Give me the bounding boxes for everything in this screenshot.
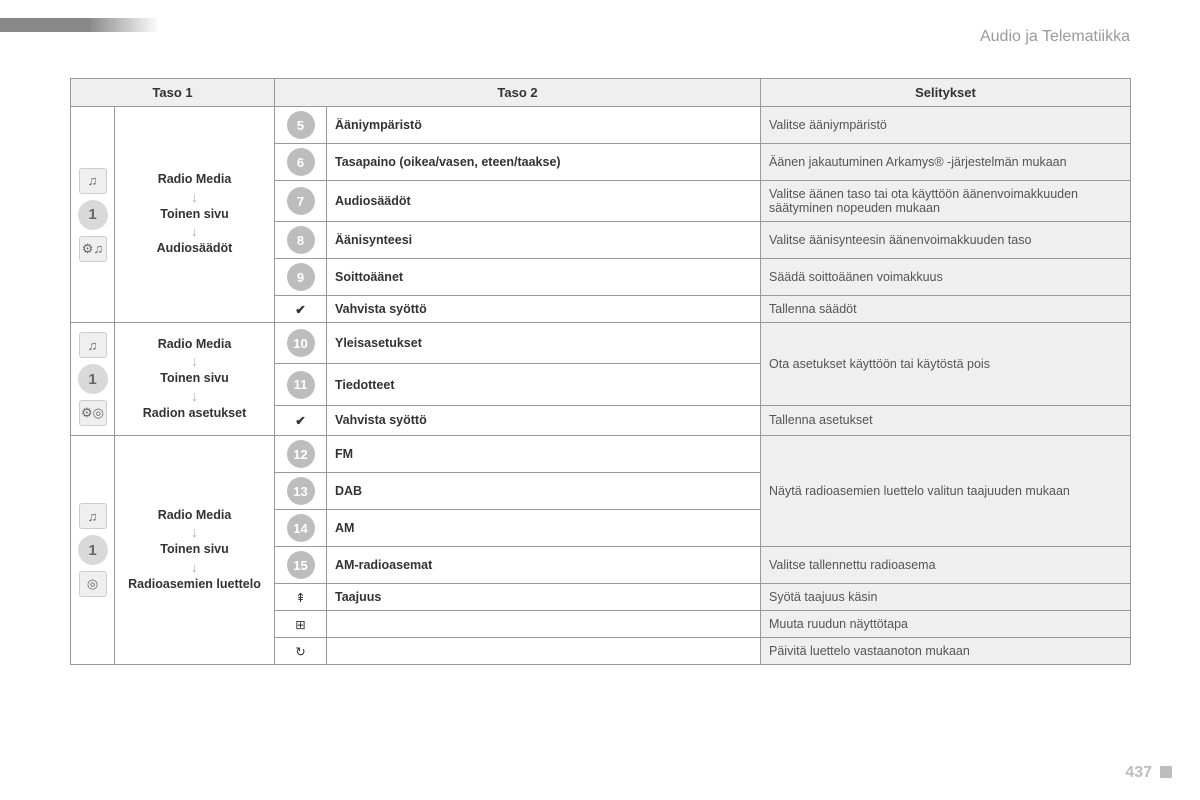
arrow-down-icon: ↓: [119, 524, 270, 541]
menu-label: Tasapaino (oikea/vasen, eteen/taakse): [327, 144, 761, 181]
step-number: 15: [287, 551, 315, 579]
col-selitykset: Selitykset: [761, 79, 1131, 107]
page-number: 437: [1125, 764, 1152, 782]
nav-label: Toinen sivu: [160, 207, 229, 221]
menu-desc: Tallenna säädöt: [761, 296, 1131, 323]
arrow-down-icon: ↓: [119, 223, 270, 240]
menu-desc: Valitse äänen taso tai ota käyttöön ääne…: [761, 181, 1131, 222]
nav-label: Toinen sivu: [160, 542, 229, 556]
nav-label: Radion asetukset: [143, 406, 247, 420]
menu-label: AM: [327, 510, 761, 547]
col-taso2: Taso 2: [275, 79, 761, 107]
antenna-icon: ◎: [79, 571, 107, 597]
audio-settings-icon: ⚙♫: [79, 236, 107, 262]
page-1-icon: 1: [78, 200, 108, 230]
menu-desc: Ota asetukset käyttöön tai käytöstä pois: [761, 323, 1131, 406]
menu-table: Taso 1 Taso 2 Selitykset ♫ 1 ⚙♫ Radio Me…: [70, 78, 1130, 665]
music-note-icon: ♫: [79, 168, 107, 194]
menu-desc: Tallenna asetukset: [761, 405, 1131, 435]
step-number: 13: [287, 477, 315, 505]
step-number: 10: [287, 329, 315, 357]
arrow-down-icon: ↓: [119, 189, 270, 206]
menu-label: Audiosäädöt: [327, 181, 761, 222]
section2-nav: Radio Media ↓ Toinen sivu ↓ Radion asetu…: [115, 323, 275, 436]
step-number: 7: [287, 187, 315, 215]
menu-desc: Muuta ruudun näyttötapa: [761, 611, 1131, 638]
nav-label: Radioasemien luettelo: [128, 577, 261, 591]
arrow-down-icon: ↓: [119, 388, 270, 405]
check-icon: ✔: [295, 414, 305, 428]
menu-label: Äänisynteesi: [327, 222, 761, 259]
table-row: ♫ 1 ⚙♫ Radio Media ↓ Toinen sivu ↓ Audio…: [71, 107, 1131, 144]
music-note-icon: ♫: [79, 503, 107, 529]
section3-nav: Radio Media ↓ Toinen sivu ↓ Radioasemien…: [115, 436, 275, 665]
col-taso1: Taso 1: [71, 79, 275, 107]
frequency-icon: ⇞: [295, 591, 305, 605]
menu-desc: Valitse ääniympäristö: [761, 107, 1131, 144]
menu-desc: Syötä taajuus käsin: [761, 584, 1131, 611]
music-note-icon: ♫: [79, 332, 107, 358]
step-number: 12: [287, 440, 315, 468]
refresh-icon: ↻: [295, 645, 305, 659]
section3-icons: ♫ 1 ◎: [71, 436, 115, 665]
corner-marker: [1160, 766, 1172, 778]
table-row: ♫ 1 ◎ Radio Media ↓ Toinen sivu ↓ Radioa…: [71, 436, 1131, 473]
arrow-down-icon: ↓: [119, 353, 270, 370]
menu-label: Taajuus: [327, 584, 761, 611]
menu-desc: Valitse äänisynteesin äänenvoimakkuuden …: [761, 222, 1131, 259]
header-gradient: [0, 18, 160, 32]
page-header: Audio ja Telematiikka: [980, 28, 1130, 46]
check-icon: ✔: [295, 303, 305, 317]
layout-icon: ⊞: [295, 618, 305, 632]
step-number: 6: [287, 148, 315, 176]
menu-label: [327, 638, 761, 665]
radio-settings-icon: ⚙◎: [79, 400, 107, 426]
menu-label: Vahvista syöttö: [327, 405, 761, 435]
menu-label: FM: [327, 436, 761, 473]
step-number: 11: [287, 371, 315, 399]
section2-icons: ♫ 1 ⚙◎: [71, 323, 115, 436]
menu-label: Yleisasetukset: [327, 323, 761, 364]
section1-nav: Radio Media ↓ Toinen sivu ↓ Audiosäädöt: [115, 107, 275, 323]
menu-label: Tiedotteet: [327, 364, 761, 405]
step-number: 9: [287, 263, 315, 291]
nav-label: Radio Media: [158, 172, 232, 186]
menu-desc: Päivitä luettelo vastaanoton mukaan: [761, 638, 1131, 665]
nav-label: Toinen sivu: [160, 371, 229, 385]
table-row: ♫ 1 ⚙◎ Radio Media ↓ Toinen sivu ↓ Radio…: [71, 323, 1131, 364]
step-number: 5: [287, 111, 315, 139]
section1-icons: ♫ 1 ⚙♫: [71, 107, 115, 323]
menu-desc: Näytä radioasemien luettelo valitun taaj…: [761, 436, 1131, 547]
page-1-icon: 1: [78, 535, 108, 565]
menu-label: Soittoäänet: [327, 259, 761, 296]
menu-desc: Äänen jakautuminen Arkamys® -järjestelmä…: [761, 144, 1131, 181]
page-1-icon: 1: [78, 364, 108, 394]
step-number: 8: [287, 226, 315, 254]
menu-label: Vahvista syöttö: [327, 296, 761, 323]
menu-label: DAB: [327, 473, 761, 510]
step-number: 14: [287, 514, 315, 542]
menu-label: [327, 611, 761, 638]
arrow-down-icon: ↓: [119, 559, 270, 576]
menu-label: Ääniympäristö: [327, 107, 761, 144]
menu-desc: Säädä soittoäänen voimakkuus: [761, 259, 1131, 296]
menu-desc: Valitse tallennettu radioasema: [761, 547, 1131, 584]
nav-label: Radio Media: [158, 508, 232, 522]
nav-label: Audiosäädöt: [157, 241, 233, 255]
menu-label: AM-radioasemat: [327, 547, 761, 584]
nav-label: Radio Media: [158, 337, 232, 351]
